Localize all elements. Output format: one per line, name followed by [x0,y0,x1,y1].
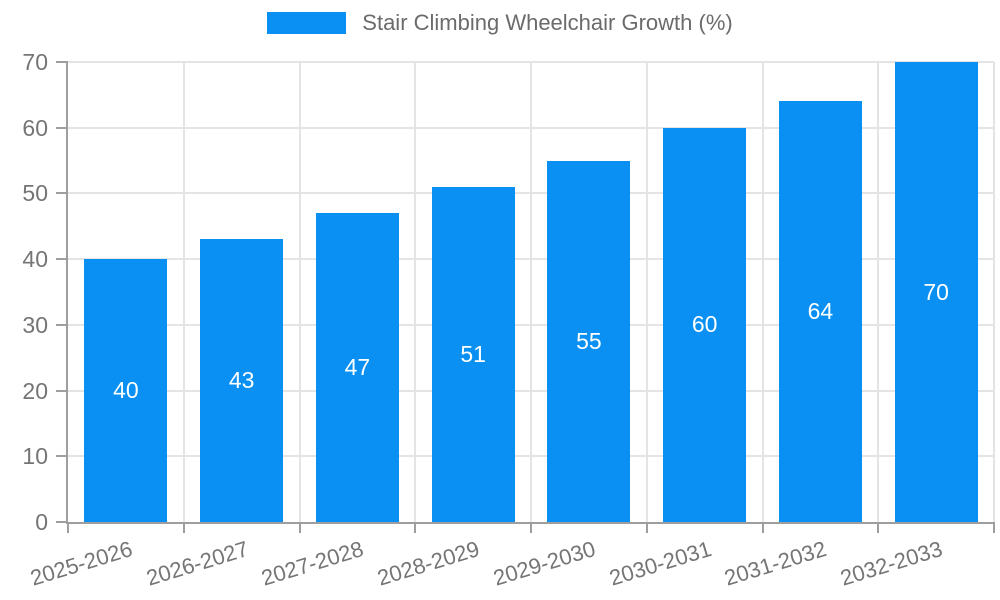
x-tick-mark [645,524,648,533]
legend-swatch-icon [267,12,347,34]
bar-2030-2031: 60 [663,127,747,522]
y-tick-label: 60 [22,114,48,141]
y-tick-label: 50 [22,180,48,207]
y-tick-label: 70 [22,49,48,75]
x-gridline [877,62,880,522]
x-gridline [182,62,185,522]
y-tick-mark [56,323,68,326]
chart-legend: Stair Climbing Wheelchair Growth (%) [0,0,1000,46]
bar-value-label: 55 [576,327,602,354]
x-tick-mark [530,524,532,533]
x-axis-line [66,522,995,524]
x-gridline [645,62,648,522]
y-tick-mark [56,389,68,392]
bar-2025-2026: 40 [84,259,168,522]
bar-value-label: 51 [460,340,486,367]
x-tick-mark [298,524,301,533]
y-tick-label: 0 [35,509,48,535]
y-tick-mark [56,521,68,523]
x-gridline [298,62,301,522]
y-tick-mark [56,192,68,195]
bar-2027-2028: 47 [315,213,399,522]
x-tick-mark [67,524,69,533]
bar-value-label: 47 [344,354,371,381]
y-axis-line [66,62,68,524]
y-tick-mark [56,455,68,458]
bar-value-label: 60 [691,311,718,338]
legend-label: Stair Climbing Wheelchair Growth (%) [362,10,733,35]
y-tick-mark [56,126,68,129]
bar-value-label: 64 [807,298,834,325]
y-tick-label: 20 [22,377,48,404]
bar-2032-2033: 70 [894,62,978,522]
bar-2026-2027: 43 [200,239,284,522]
bar-value-label: 70 [923,278,949,305]
bar-value-label: 43 [228,367,255,394]
y-tick-label: 30 [22,311,48,338]
y-tick-label: 40 [22,246,48,273]
x-gridline [414,62,417,522]
y-tick-mark [56,258,68,261]
x-tick-mark [182,524,185,533]
x-tick-mark [877,524,880,533]
plot-area: 40 43 47 51 55 60 64 70 [68,61,995,522]
x-tick-mark [414,524,417,533]
bar-2031-2032: 64 [778,101,862,522]
x-gridline [993,62,995,522]
x-gridline [530,62,532,522]
x-tick-mark [993,524,995,533]
bar-2029-2030: 55 [547,160,631,522]
y-tick-mark [56,61,68,63]
y-tick-label: 10 [22,443,48,470]
bar-value-label: 40 [113,377,139,404]
x-gridline [761,62,764,522]
x-tick-mark [761,524,764,533]
bar-2028-2029: 51 [431,186,515,522]
